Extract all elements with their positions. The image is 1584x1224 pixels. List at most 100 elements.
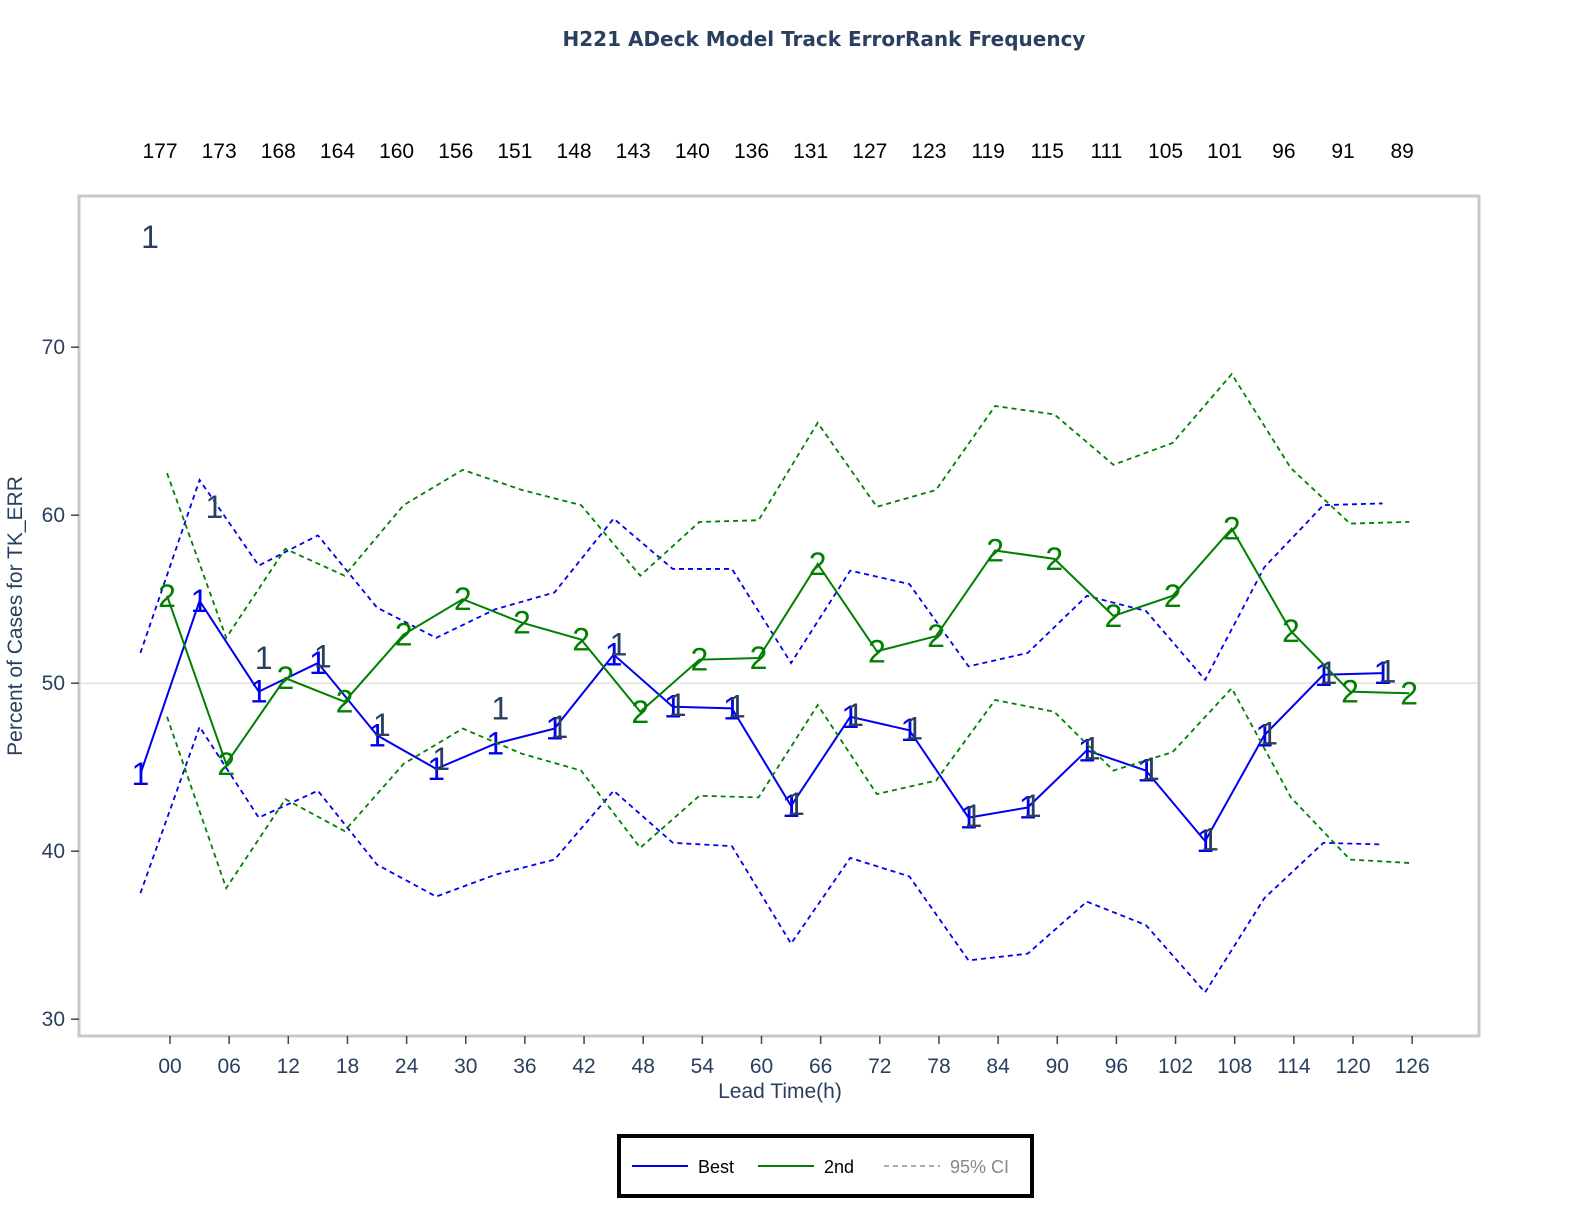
rank-label: 1	[314, 638, 332, 674]
legend-label: Best	[698, 1157, 734, 1177]
rank-label: 1	[491, 690, 509, 726]
data-point-2nd: 2	[158, 578, 176, 614]
data-point-2nd: 2	[986, 532, 1004, 568]
plot-frame	[77, 194, 1481, 1038]
data-point-Best: 1	[900, 712, 918, 748]
x-tick-label: 72	[868, 1055, 891, 1078]
case-count: 101	[1207, 140, 1242, 163]
rank-label: 1	[669, 687, 687, 723]
x-tick-label: 06	[217, 1055, 240, 1078]
x-tick-label: 96	[1105, 1055, 1128, 1078]
x-tick-label: 78	[927, 1055, 950, 1078]
data-point-Best: 1	[960, 800, 978, 836]
data-point-2nd: 2	[217, 746, 235, 782]
x-tick-label: 36	[513, 1055, 536, 1078]
data-point-Best: 1	[546, 711, 564, 747]
data-point-2nd: 2	[276, 660, 294, 696]
data-point-2nd: 2	[868, 633, 886, 669]
rank-label: 1	[1024, 788, 1042, 824]
data-point-2nd: 2	[1341, 674, 1359, 710]
y-tick-label: 70	[42, 336, 65, 359]
y-tick-label: 30	[42, 1008, 65, 1031]
x-tick-label: 108	[1217, 1055, 1252, 1078]
case-count: 148	[557, 140, 592, 163]
x-axis: 00 06 12 18 24 30 36 42 48 54 60 66 72 78 84 90 96 102 108…	[158, 1036, 1430, 1078]
data-point-Best: 1	[1019, 790, 1037, 826]
x-tick-label: 60	[750, 1055, 773, 1078]
case-count: 115	[1031, 140, 1064, 163]
case-count: 127	[852, 140, 887, 163]
legend-label: 2nd	[824, 1157, 854, 1177]
data-point-2nd: 2	[1282, 613, 1300, 649]
data-point-Best: 1	[250, 674, 268, 710]
rank-label: 1	[1142, 751, 1160, 787]
data-point-Best: 1	[132, 756, 150, 792]
case-count: 89	[1390, 140, 1413, 163]
case-count: 91	[1331, 140, 1354, 163]
rank-label: 1	[965, 798, 983, 834]
data-point-Best: 1	[309, 645, 327, 681]
data-point-Best: 1	[841, 699, 859, 735]
x-axis-title: Lead Time(h)	[718, 1080, 842, 1103]
case-count: 143	[616, 140, 651, 163]
data-point-Best: 1	[723, 690, 741, 726]
data-point-2nd: 2	[1400, 675, 1418, 711]
x-tick-label: 126	[1395, 1055, 1430, 1078]
data-point-2nd: 2	[1045, 541, 1063, 577]
case-count: 177	[142, 140, 177, 163]
data-point-Best: 1	[664, 689, 682, 725]
case-count: 136	[734, 140, 769, 163]
case-count: 168	[261, 140, 296, 163]
x-tick-label: 90	[1046, 1055, 1069, 1078]
y-tick-label: 60	[42, 504, 65, 527]
data-point-Best: 1	[1255, 717, 1273, 753]
data-point-2nd: 2	[750, 640, 768, 676]
corner-rank-label: 1	[141, 219, 159, 255]
case-count: 173	[202, 140, 237, 163]
x-tick-label: 42	[572, 1055, 595, 1078]
data-point-2nd: 2	[336, 684, 354, 720]
rank-label: 1	[728, 689, 746, 725]
rank-label: 1	[1260, 716, 1278, 752]
data-point-Best: 1	[368, 717, 386, 753]
data-point-2nd: 2	[454, 581, 472, 617]
case-count: 160	[379, 140, 414, 163]
rank-label: 1	[1379, 653, 1397, 689]
x-tick-label: 00	[158, 1055, 181, 1078]
data-point-2nd: 2	[690, 642, 708, 678]
case-count: 119	[971, 140, 1004, 163]
data-point-2nd: 2	[1164, 578, 1182, 614]
x-tick-label: 30	[454, 1055, 477, 1078]
y-axis-title: Percent of Cases for TK_ERR	[4, 476, 27, 756]
series-line-2nd	[166, 526, 1410, 767]
data-point-2nd: 2	[395, 616, 413, 652]
data-point-Best: 1	[1078, 732, 1096, 768]
data-point-2nd: 2	[513, 605, 531, 641]
data-point-Best: 1	[782, 788, 800, 824]
chart-title: H221 ADeck Model Track ErrorRank Frequen…	[563, 27, 1086, 51]
rank-label: 1	[787, 786, 805, 822]
x-tick-label: 24	[395, 1055, 419, 1078]
rank-label: 1	[432, 741, 450, 777]
data-point-Best: 1	[1315, 657, 1333, 693]
rank-label: 1	[255, 640, 273, 676]
x-tick-label: 54	[691, 1055, 715, 1078]
data-point-Best: 1	[1374, 655, 1392, 691]
rank-label: 1	[905, 711, 923, 747]
data-point-2nd: 2	[1105, 598, 1123, 634]
case-counts: 177 173 168 164 160 156 151 148 143 140 136 131 127 1…	[142, 140, 1413, 163]
data-point-Best: 1	[1196, 823, 1214, 859]
rank-label: 1	[373, 707, 391, 743]
ci-lower-Best	[139, 724, 1383, 994]
case-count: 123	[911, 140, 946, 163]
data-point-2nd: 2	[927, 618, 945, 654]
x-tick-label: 120	[1335, 1055, 1370, 1078]
case-count: 140	[675, 140, 710, 163]
y-tick-label: 50	[42, 672, 65, 695]
legend-label: 95% CI	[950, 1157, 1009, 1177]
x-tick-label: 48	[632, 1055, 655, 1078]
